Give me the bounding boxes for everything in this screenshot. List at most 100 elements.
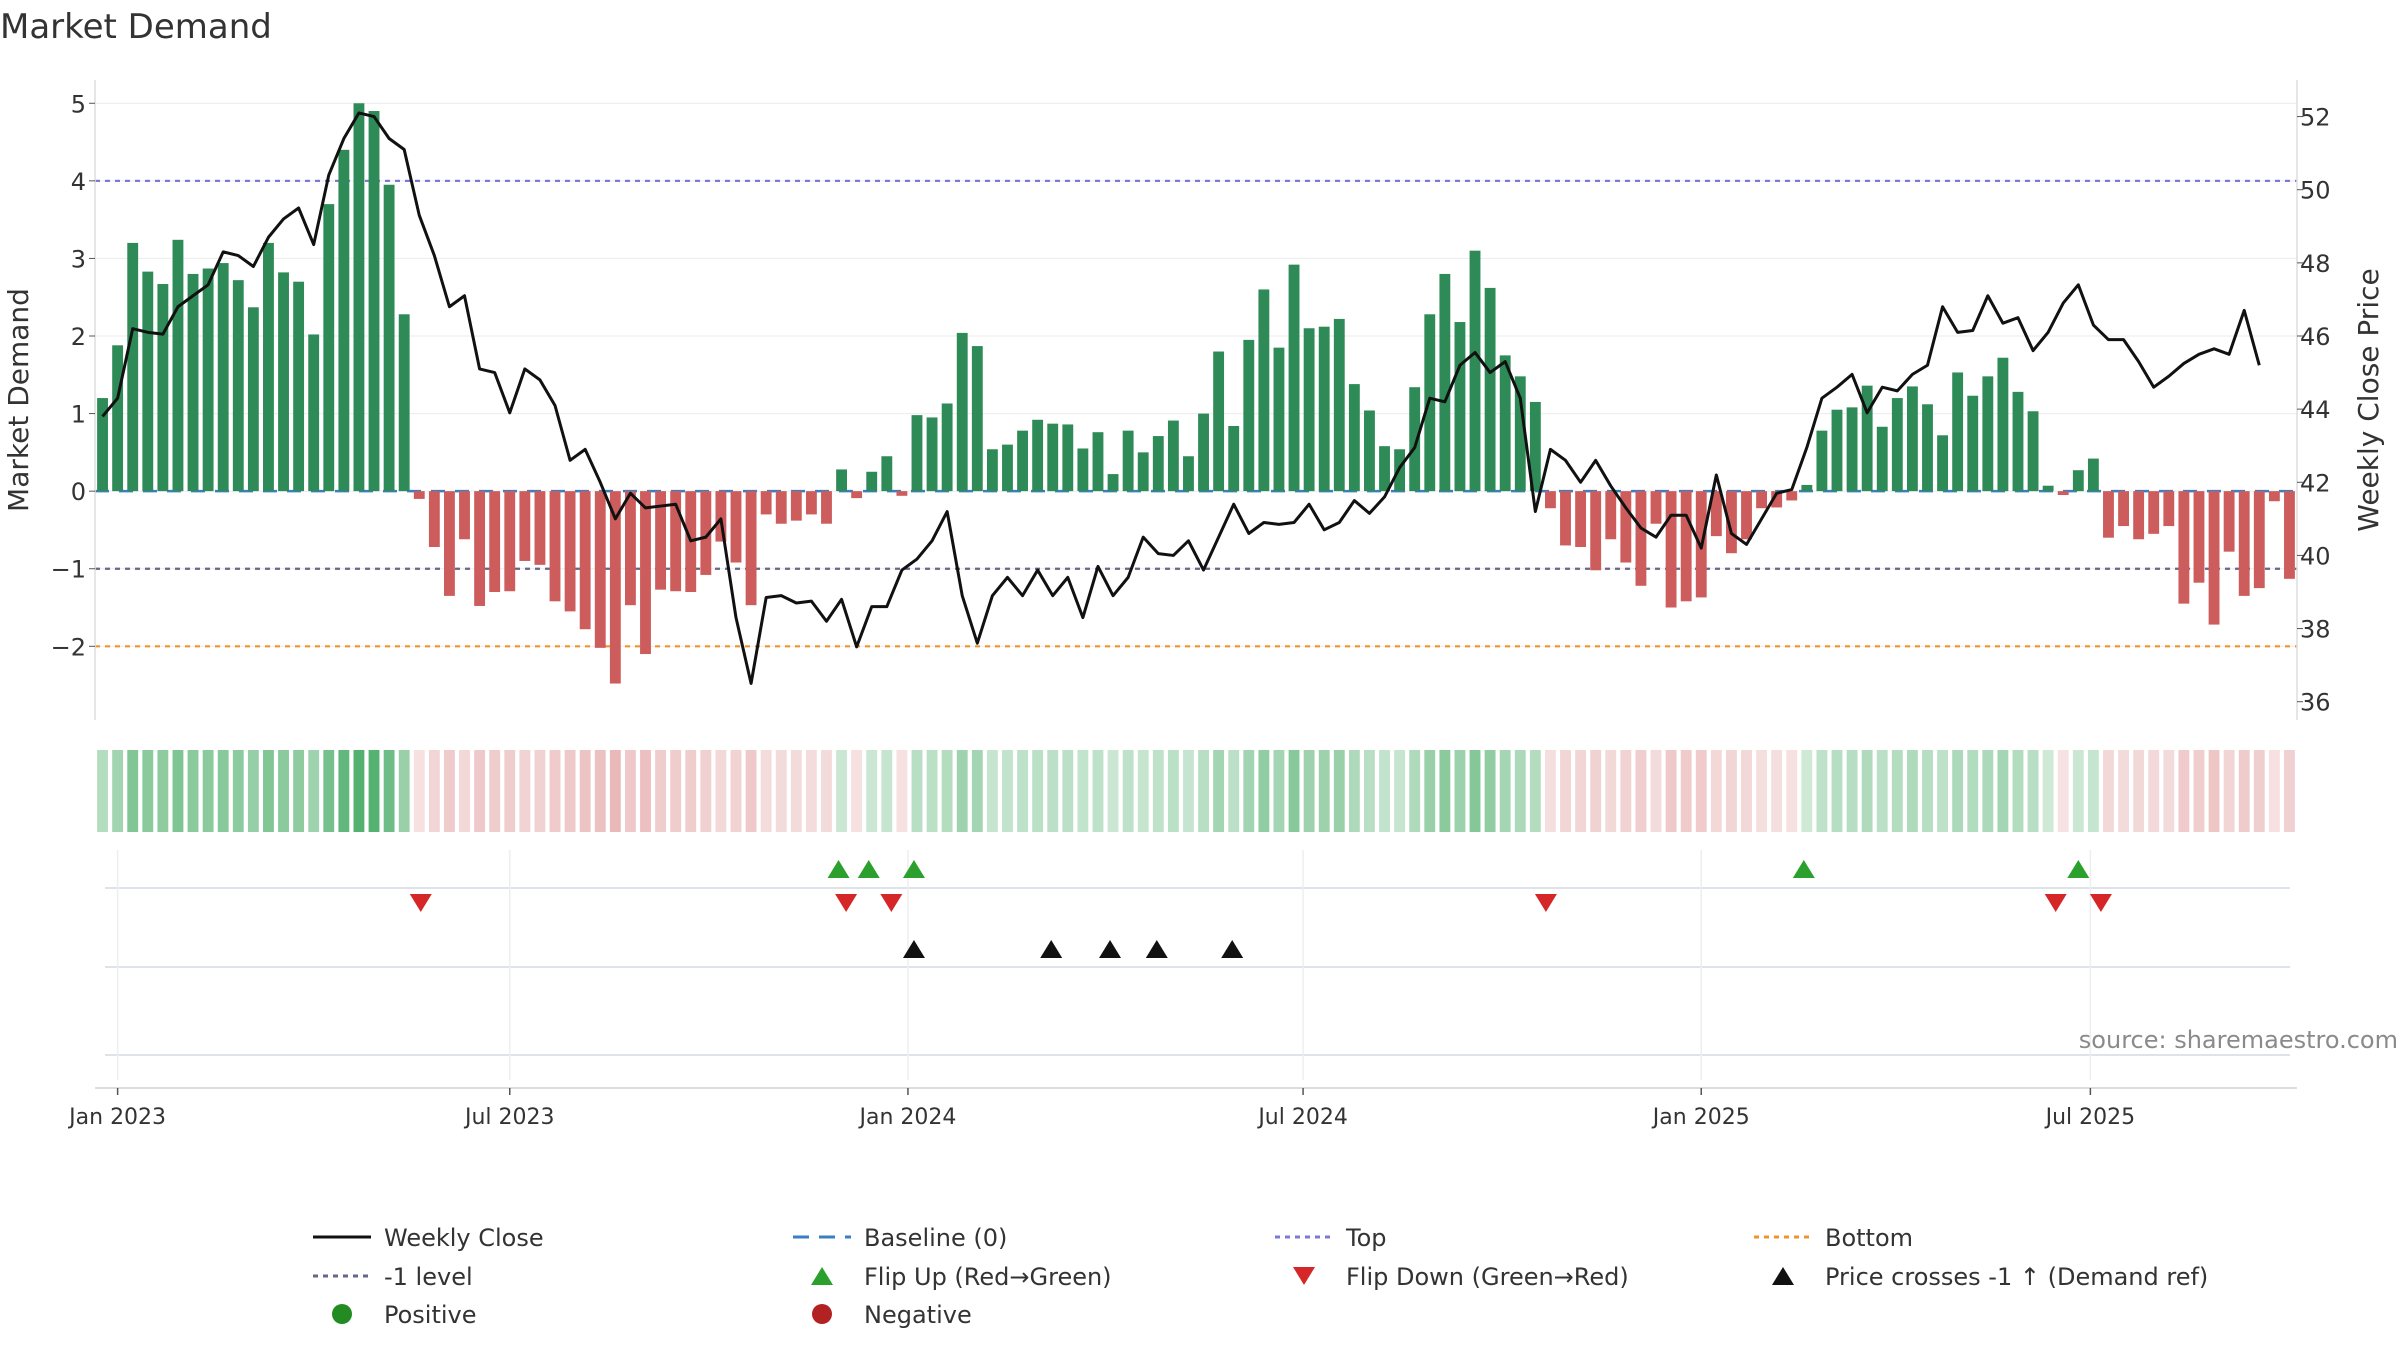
positive-demand-bar (383, 184, 395, 492)
heat-cell (2027, 750, 2039, 832)
heat-cell (1213, 750, 1225, 832)
heat-cell (1032, 750, 1044, 832)
heat-cell (1394, 750, 1406, 832)
positive-demand-bar (127, 242, 139, 492)
positive-demand-bar (1077, 448, 1089, 492)
heat-cell (655, 750, 667, 832)
heat-cell (1379, 750, 1390, 832)
positive-demand-bar (956, 332, 968, 492)
heat-cell (911, 750, 923, 832)
heat-cell (263, 750, 274, 832)
positive-demand-bar (308, 334, 320, 492)
heat-cell (866, 750, 878, 832)
positive-demand-bar (202, 268, 214, 492)
positive-demand-bar (1846, 407, 1858, 492)
y-tick-label-right: 50 (2300, 177, 2331, 205)
negative-demand-bar (1650, 491, 1662, 524)
positive-demand-bar (1303, 328, 1315, 492)
heat-cell (383, 750, 395, 832)
heat-cell (2133, 750, 2145, 832)
heat-cell (1680, 750, 1692, 832)
event-markers (95, 850, 2297, 1089)
positive-demand-bar (1243, 339, 1255, 492)
y-tick-label-left: 2 (71, 323, 86, 351)
heat-cell (1891, 750, 1903, 832)
positive-demand-bar (1348, 384, 1360, 492)
flip-down-marker (880, 894, 903, 912)
negative-demand-bar (655, 491, 667, 590)
flip-down-marker (409, 894, 432, 912)
y-tick-label-left: −2 (51, 633, 86, 661)
y-tick-label-right: 42 (2300, 469, 2331, 497)
flip-up-marker (827, 860, 850, 878)
heat-cell (1017, 750, 1028, 832)
heat-cell (1122, 750, 1134, 832)
positive-demand-bar (1922, 404, 1933, 492)
heat-cell (2057, 750, 2069, 832)
heat-cell (323, 750, 335, 832)
positive-demand-bar (1514, 376, 1526, 492)
y-tick-label-right: 52 (2300, 104, 2331, 132)
negative-demand-bar (2268, 491, 2280, 502)
negative-demand-bar (1575, 491, 1587, 547)
heat-cell (670, 750, 682, 832)
heat-cell (398, 750, 410, 832)
heat-cell (2253, 750, 2265, 832)
heat-cell (2223, 750, 2235, 832)
negative-demand-bar (775, 491, 787, 524)
weekly-close-line (101, 111, 2261, 685)
heat-cell (1725, 750, 1737, 832)
heat-cell (1243, 750, 1255, 832)
heat-cell (926, 750, 938, 832)
heat-cell (2178, 750, 2190, 832)
heat-cell (1801, 750, 1813, 832)
y-tick-label-right: 46 (2300, 323, 2331, 351)
heat-cell (896, 750, 908, 832)
legend-label: Positive (384, 1301, 477, 1329)
negative-demand-bar (1620, 491, 1632, 563)
legend-label: Negative (864, 1301, 972, 1329)
heat-cell (1167, 750, 1179, 832)
positive-demand-bar (911, 415, 923, 492)
positive-demand-bar (1876, 426, 1888, 492)
positive-demand-bar (1891, 398, 1903, 492)
positive-demand-bar (1439, 273, 1451, 492)
heat-cell (187, 750, 199, 832)
negative-demand-bar (700, 491, 712, 575)
heat-cell (232, 750, 244, 832)
negative-demand-bar (896, 491, 908, 496)
x-tick-label: Jan 2023 (67, 1105, 166, 1130)
heat-cell (836, 750, 847, 832)
heat-cell (1047, 750, 1059, 832)
legend-swatch-dot (812, 1304, 832, 1324)
negative-demand-bar (2118, 491, 2129, 527)
negative-demand-bar (534, 491, 546, 565)
negative-demand-bar (1590, 491, 1602, 571)
heat-cell (745, 750, 757, 832)
heat-cell (1876, 750, 1888, 832)
heat-cell (1560, 750, 1571, 832)
negative-demand-bar (760, 491, 772, 515)
legend-item: Flip Down (Green→Red) (1293, 1263, 1629, 1291)
negative-demand-bar (1680, 491, 1692, 602)
legend-item: Flip Up (Red→Green) (811, 1263, 1112, 1291)
heat-cell (564, 750, 576, 832)
heat-cell (1107, 750, 1119, 832)
positive-demand-bar (1937, 435, 1948, 492)
heat-cell (1258, 750, 1270, 832)
negative-demand-bar (805, 491, 817, 515)
flip-down-marker (835, 894, 858, 912)
demand-bars (97, 103, 2295, 684)
negative-demand-bar (2208, 491, 2220, 625)
positive-demand-bar (278, 272, 289, 492)
negative-demand-bar (2284, 491, 2295, 579)
heat-cell (368, 750, 380, 832)
heat-cell (640, 750, 651, 832)
negative-demand-bar (2178, 491, 2190, 604)
heat-cell (2238, 750, 2250, 832)
heat-cell (127, 750, 139, 832)
heat-cell (609, 750, 621, 832)
positive-demand-bar (142, 271, 154, 492)
heat-cell (805, 750, 817, 832)
heat-cell (1846, 750, 1858, 832)
